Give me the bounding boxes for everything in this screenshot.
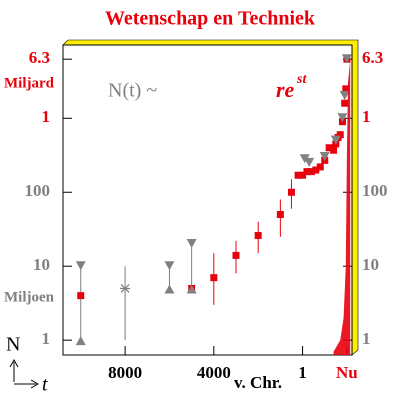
square-marker — [287, 188, 295, 196]
chart-title: Wetenschap en Techniek — [105, 8, 316, 30]
square-marker — [276, 211, 284, 219]
rate-exponent: st — [296, 72, 307, 87]
triangle-down-marker — [186, 238, 197, 248]
triangle-down-marker — [164, 261, 175, 271]
x-tick-label: Nu — [336, 363, 358, 382]
y-axis-label: N — [6, 334, 20, 356]
triangle-down-marker — [304, 157, 315, 167]
y2-tick-label: 6.3 — [362, 48, 383, 67]
lower-unit: Miljoen — [4, 289, 55, 305]
y2-tick-label: 10 — [362, 255, 379, 274]
square-marker — [342, 85, 350, 93]
square-marker — [312, 166, 320, 174]
y-arrow — [9, 358, 19, 382]
triangle-up-marker — [186, 284, 197, 294]
formula: N(t) ~ — [108, 80, 157, 102]
y-tick-label: 10 — [33, 255, 50, 274]
y2-tick-label: 1 — [362, 107, 371, 126]
square-marker — [294, 171, 302, 179]
y2-tick-label: 100 — [362, 181, 388, 200]
plot-area — [62, 44, 353, 356]
y-tick-label: 1 — [42, 329, 51, 348]
rate-base: re — [276, 77, 295, 102]
triangle-up-marker — [75, 336, 86, 346]
square-marker — [254, 232, 262, 240]
x-tick-label: 1 — [298, 363, 307, 382]
square-marker — [232, 251, 240, 259]
asterisk-marker — [120, 284, 131, 293]
era-label: v. Chr. — [234, 373, 282, 392]
upper-unit: Miljard — [4, 75, 55, 91]
square-marker — [316, 163, 324, 171]
square-marker — [336, 131, 344, 139]
y-tick-label: 1 — [42, 107, 51, 126]
triangle-down-marker — [339, 91, 350, 101]
y2-tick-label: 1 — [362, 329, 371, 348]
triangle-up-marker — [164, 284, 175, 294]
x-axis-label: t — [42, 374, 48, 396]
triangle-down-marker — [337, 113, 348, 123]
square-marker — [325, 144, 333, 152]
triangle-down-marker — [330, 135, 341, 145]
x-arrow — [14, 379, 40, 389]
triangle-down-marker — [75, 261, 86, 271]
square-marker — [330, 146, 338, 154]
square-marker — [307, 168, 315, 176]
x-tick-label: 4000 — [197, 363, 231, 382]
square-marker — [299, 171, 307, 179]
square-marker — [303, 168, 311, 176]
triangle-down-marker — [319, 151, 330, 161]
triangle-down-marker — [341, 54, 352, 64]
square-marker — [341, 99, 349, 107]
y-tick-label: 100 — [25, 181, 51, 200]
square-marker — [210, 274, 218, 282]
square-marker — [77, 292, 85, 300]
area — [333, 59, 351, 355]
x-tick-label: 8000 — [108, 363, 142, 382]
y-tick-label: 6.3 — [29, 48, 50, 67]
